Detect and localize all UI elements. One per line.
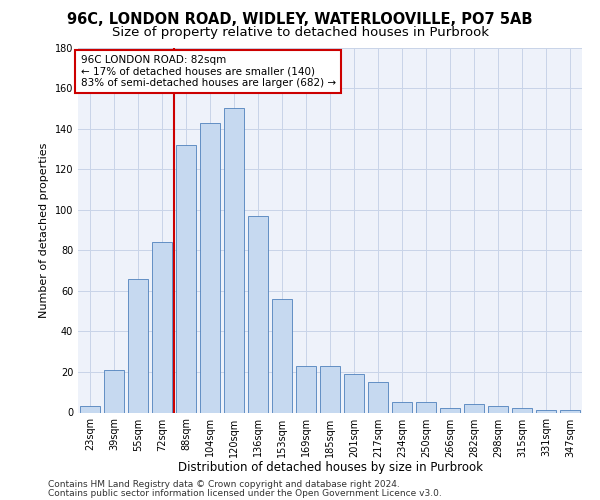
Bar bbox=[440, 408, 460, 412]
Text: Size of property relative to detached houses in Purbrook: Size of property relative to detached ho… bbox=[112, 26, 488, 39]
Bar bbox=[176, 145, 196, 412]
Bar bbox=[344, 374, 364, 412]
Bar bbox=[464, 404, 484, 412]
Bar bbox=[80, 406, 100, 412]
Y-axis label: Number of detached properties: Number of detached properties bbox=[39, 142, 49, 318]
Bar bbox=[224, 108, 244, 412]
Bar bbox=[128, 278, 148, 412]
Bar bbox=[512, 408, 532, 412]
Bar bbox=[536, 410, 556, 412]
Bar bbox=[104, 370, 124, 412]
Text: Contains HM Land Registry data © Crown copyright and database right 2024.: Contains HM Land Registry data © Crown c… bbox=[48, 480, 400, 489]
Bar bbox=[272, 299, 292, 412]
Bar bbox=[560, 410, 580, 412]
Bar bbox=[248, 216, 268, 412]
Bar bbox=[488, 406, 508, 412]
X-axis label: Distribution of detached houses by size in Purbrook: Distribution of detached houses by size … bbox=[178, 461, 482, 474]
Bar bbox=[320, 366, 340, 412]
Bar bbox=[296, 366, 316, 412]
Bar bbox=[416, 402, 436, 412]
Bar bbox=[200, 122, 220, 412]
Text: Contains public sector information licensed under the Open Government Licence v3: Contains public sector information licen… bbox=[48, 489, 442, 498]
Text: 96C LONDON ROAD: 82sqm
← 17% of detached houses are smaller (140)
83% of semi-de: 96C LONDON ROAD: 82sqm ← 17% of detached… bbox=[80, 55, 335, 88]
Bar bbox=[152, 242, 172, 412]
Text: 96C, LONDON ROAD, WIDLEY, WATERLOOVILLE, PO7 5AB: 96C, LONDON ROAD, WIDLEY, WATERLOOVILLE,… bbox=[67, 12, 533, 28]
Bar bbox=[392, 402, 412, 412]
Bar bbox=[368, 382, 388, 412]
